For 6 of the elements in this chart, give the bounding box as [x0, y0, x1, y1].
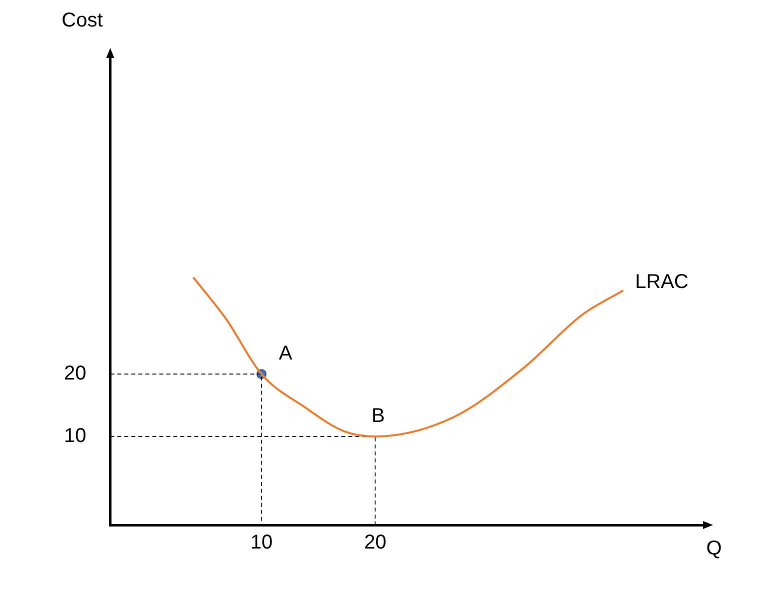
x-axis-title: Q [706, 538, 722, 560]
annotation: A [278, 342, 293, 365]
annotation: B [372, 404, 385, 427]
series-label: LRAC [635, 271, 688, 294]
y-axis-title: Cost [62, 10, 104, 32]
line-series [192, 276, 624, 438]
